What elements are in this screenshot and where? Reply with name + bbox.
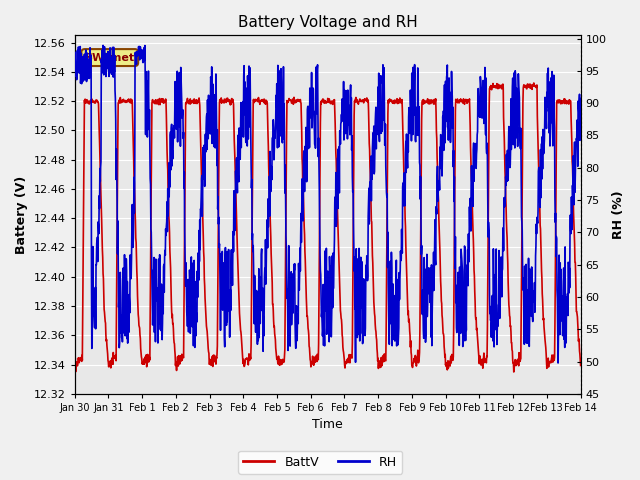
- Y-axis label: Battery (V): Battery (V): [15, 176, 28, 254]
- Title: Battery Voltage and RH: Battery Voltage and RH: [237, 15, 417, 30]
- X-axis label: Time: Time: [312, 419, 343, 432]
- Y-axis label: RH (%): RH (%): [612, 190, 625, 239]
- Legend: BattV, RH: BattV, RH: [238, 451, 402, 474]
- Text: SW_met: SW_met: [84, 52, 135, 63]
